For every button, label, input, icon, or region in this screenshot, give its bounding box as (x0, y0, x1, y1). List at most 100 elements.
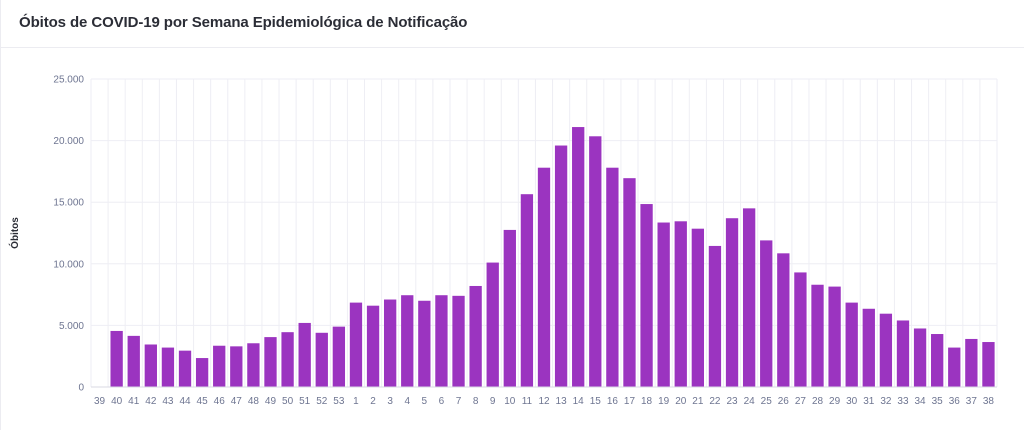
x-tick-label: 30 (846, 396, 858, 407)
y-tick-label: 10.000 (53, 259, 84, 270)
bar-37 (965, 338, 978, 387)
x-tick-label: 28 (812, 396, 824, 407)
bar-23 (725, 218, 739, 387)
x-tick-label: 5 (422, 396, 428, 407)
x-tick-label: 43 (162, 396, 174, 407)
bar-49 (264, 337, 277, 387)
bar-4 (401, 295, 414, 387)
bar-51 (298, 322, 311, 387)
x-tick-label: 3 (387, 396, 393, 407)
bar-13 (554, 145, 568, 387)
bar-22 (708, 245, 722, 387)
bar-48 (247, 343, 260, 387)
x-tick-label: 17 (624, 396, 636, 407)
x-tick-label: 4 (404, 396, 410, 407)
bar-25 (760, 240, 773, 387)
bar-47 (230, 346, 243, 387)
bar-34 (913, 328, 927, 387)
x-tick-label: 34 (915, 396, 927, 407)
x-tick-label: 39 (94, 396, 106, 407)
bar-9 (486, 262, 499, 387)
bar-46 (213, 345, 226, 387)
bar-45 (195, 358, 209, 387)
x-tick-label: 26 (778, 396, 790, 407)
x-tick-label: 24 (744, 396, 756, 407)
bar-11 (520, 194, 534, 387)
bar-3 (383, 299, 397, 387)
x-tick-label: 51 (299, 396, 311, 407)
x-tick-label: 53 (333, 396, 345, 407)
bar-2 (366, 305, 380, 387)
bar-27 (794, 272, 807, 387)
bar-38 (982, 342, 995, 387)
card-header: Óbitos de COVID-19 por Semana Epidemioló… (1, 0, 1024, 48)
x-tick-label: 45 (197, 396, 209, 407)
y-tick-label: 25.000 (53, 75, 84, 86)
chart-title: Óbitos de COVID-19 por Semana Epidemioló… (19, 14, 468, 31)
x-tick-label: 13 (556, 396, 568, 407)
x-tick-label: 7 (456, 396, 462, 407)
x-tick-label: 23 (726, 396, 738, 407)
bar-26 (777, 253, 790, 387)
bar-7 (452, 295, 465, 387)
x-tick-label: 44 (179, 396, 191, 407)
bar-32 (879, 313, 893, 387)
x-tick-label: 22 (709, 396, 721, 407)
bar-12 (537, 167, 551, 387)
x-tick-label: 37 (966, 396, 978, 407)
x-tick-label: 19 (658, 396, 670, 407)
y-tick-label: 0 (78, 383, 84, 394)
bar-24 (742, 208, 756, 387)
bar-19 (657, 222, 670, 387)
x-tick-label: 31 (863, 396, 875, 407)
x-tick-label: 35 (932, 396, 944, 407)
bar-1 (349, 302, 363, 387)
x-tick-label: 46 (214, 396, 226, 407)
bar-29 (828, 286, 841, 387)
x-tick-label: 12 (538, 396, 550, 407)
x-tick-label: 50 (282, 396, 294, 407)
bar-40 (110, 330, 123, 387)
x-tick-label: 52 (316, 396, 328, 407)
x-tick-label: 18 (641, 396, 653, 407)
x-tick-label: 16 (607, 396, 619, 407)
x-tick-label: 11 (522, 396, 533, 407)
y-tick-label: 15.000 (53, 198, 84, 209)
x-tick-label: 14 (573, 396, 585, 407)
x-tick-label: 42 (145, 396, 157, 407)
x-tick-label: 25 (761, 396, 773, 407)
x-tick-label: 47 (231, 396, 243, 407)
y-axis-label: Óbitos (8, 217, 21, 249)
bar-43 (161, 347, 175, 387)
x-tick-label: 15 (590, 396, 602, 407)
bar-42 (144, 344, 157, 387)
bar-52 (315, 332, 328, 387)
bar-5 (418, 300, 431, 387)
x-tick-label: 29 (829, 396, 841, 407)
bar-41 (127, 335, 140, 387)
bar-28 (811, 284, 824, 387)
bar-53 (332, 326, 346, 387)
x-tick-label: 38 (983, 396, 995, 407)
bar-50 (281, 332, 294, 387)
bar-33 (896, 320, 910, 387)
bar-10 (503, 229, 516, 387)
y-tick-label: 20.000 (53, 136, 84, 147)
bar-30 (845, 302, 858, 387)
x-tick-label: 10 (504, 396, 516, 407)
x-tick-label: 48 (248, 396, 260, 407)
x-tick-label: 32 (880, 396, 892, 407)
bar-14 (572, 127, 585, 387)
bar-8 (469, 285, 482, 387)
x-tick-label: 33 (897, 396, 909, 407)
bar-20 (674, 221, 687, 387)
x-tick-label: 8 (473, 396, 479, 407)
x-tick-label: 21 (692, 396, 704, 407)
bar-15 (589, 136, 602, 387)
bar-36 (948, 347, 961, 387)
bar-16 (606, 167, 619, 387)
y-tick-label: 5.000 (59, 321, 84, 332)
x-tick-label: 20 (675, 396, 687, 407)
bar-31 (862, 308, 875, 387)
